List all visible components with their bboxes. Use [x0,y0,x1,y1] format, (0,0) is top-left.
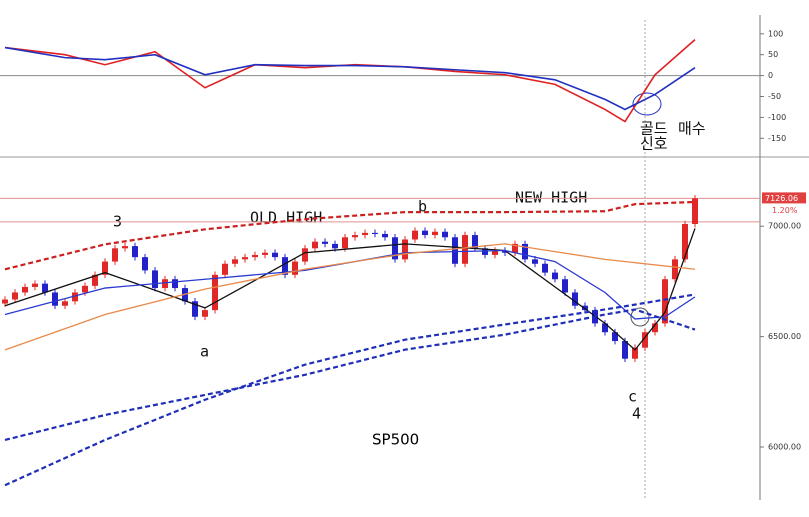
annotation: 신호 [640,135,668,153]
candle-body [102,261,108,275]
candle-body [82,285,88,293]
candle-body [612,332,618,342]
candle-body [402,239,408,260]
candle-body [492,250,498,255]
candle-body [92,274,98,286]
overlay-line [4,249,696,320]
y-tick-label: 7000.00 [768,222,801,231]
candle-body [442,231,448,238]
price-marker [762,192,806,204]
candle-body [642,332,648,348]
candle-body [362,232,368,236]
y-tick-label: 100 [768,29,783,38]
candle-body [192,301,198,317]
candle-body [202,310,208,317]
annotation: NEW HIGH [515,189,587,207]
candle-body [302,248,308,262]
candle-body [462,235,468,264]
overlay-line [4,200,696,271]
candle-body [52,292,58,306]
candle-body [522,243,528,260]
highlight-circle [632,92,662,116]
candle-body [252,254,258,258]
candle-body [342,237,348,249]
candle-body [72,292,78,302]
candle-body [212,274,218,311]
candle-body [122,246,128,249]
annotation: c [628,388,637,406]
candle-body [42,283,48,293]
y-tick-label: 50 [768,50,778,59]
candle-body [352,235,358,238]
candle-body [502,250,508,253]
annotation: a [200,343,209,361]
price-marker-label: 7126.06 [765,194,798,203]
candle-body [262,252,268,255]
candle-body [12,292,18,300]
candle-body [662,279,668,324]
annotation: 매수 [678,120,706,138]
candle-body [562,279,568,293]
candle-body [452,237,458,264]
candle-body [222,263,228,275]
candle-body [112,248,118,262]
y-tick-label: -100 [768,113,786,122]
annotation: b [418,198,427,216]
candle-body [382,233,388,238]
overlay-line [4,293,696,487]
candle-body [2,299,8,304]
candle-body [622,341,628,359]
chart-title: SP500 [372,431,419,449]
candle-body [672,259,678,280]
candle-body [652,323,658,333]
y-tick-label: -50 [768,92,781,101]
overlay-line [4,243,696,351]
candle-body [62,301,68,306]
change-label: 1.20% [772,206,798,215]
candle-body [292,261,298,275]
candle-body [392,237,398,260]
annotation: 4 [632,405,641,423]
candle-body [692,198,698,225]
y-tick-label: -150 [768,134,786,143]
candle-body [132,246,138,258]
candle-body [152,270,158,289]
candle-body [232,259,238,264]
y-tick-label: 6000.00 [768,443,801,452]
candle-body [312,241,318,249]
oscillator-line [4,46,696,111]
candle-body [412,230,418,240]
candle-body [282,257,288,275]
candle-body [332,243,338,249]
candle-body [22,286,28,293]
candle-body [482,248,488,255]
candle-body [552,272,558,280]
candle-body [542,263,548,273]
overlay-line [4,308,696,442]
candle-body [682,224,688,260]
candle-body [472,235,478,249]
overlay-line [4,228,696,351]
highlight-circle [630,307,650,327]
candle-body [432,231,438,236]
candle-body [372,232,378,234]
candle-body [32,283,38,287]
candle-body [572,292,578,306]
candle-body [272,252,278,258]
candle-body [162,279,168,289]
candle-body [532,259,538,264]
candle-body [172,279,178,289]
y-tick-label: 0 [768,71,773,80]
candle-body [632,347,638,359]
candle-body [602,323,608,333]
candle-body [582,305,588,311]
y-tick-label: 6500.00 [768,332,801,341]
candle-body [322,241,328,244]
candle-body [142,257,148,271]
annotation: 골드 [640,120,668,138]
candle-body [242,257,248,260]
candle-body [512,243,518,253]
candle-body [422,230,428,236]
